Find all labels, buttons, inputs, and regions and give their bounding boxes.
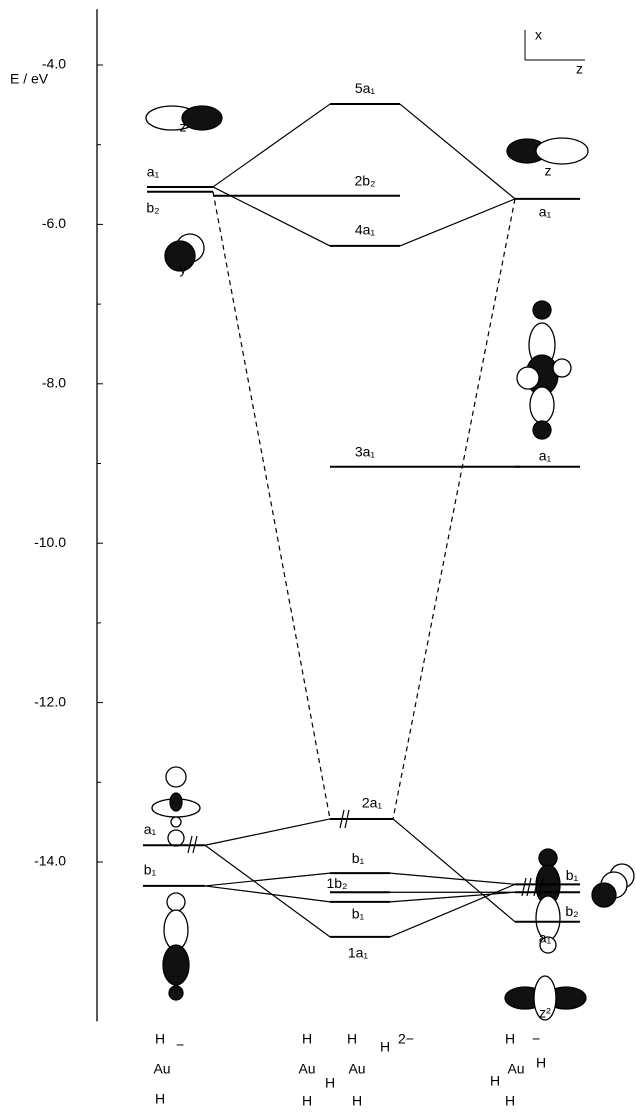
level-label: a₁ [539, 204, 552, 220]
orbital-label: z² [539, 1005, 551, 1021]
atom: H [505, 1031, 515, 1047]
level-label: 5a₁ [355, 80, 376, 96]
level-label: a₁ [147, 164, 160, 180]
tick-label: -12.0 [34, 693, 66, 709]
fragment-charge: − [176, 1037, 184, 1053]
level-label: b₁ [352, 850, 365, 866]
atom: H [347, 1031, 357, 1047]
level-label: 2b₂ [354, 172, 375, 188]
tick-label: -14.0 [34, 853, 66, 869]
correlation-line [213, 192, 330, 819]
atom: H [155, 1031, 165, 1047]
correlation-line [390, 873, 515, 884]
correlation-line [400, 199, 515, 246]
level-label: a₁ [144, 821, 157, 837]
tick-label: -4.0 [42, 56, 66, 72]
atom: Au [348, 1061, 365, 1077]
level-label: 3a₁ [355, 443, 376, 459]
correlation-line [390, 892, 515, 902]
fragment-charge: − [532, 1031, 540, 1047]
atom: H [505, 1093, 515, 1109]
atom: H [155, 1091, 165, 1107]
level-label: b₂ [146, 199, 159, 215]
atom: H [302, 1031, 312, 1047]
orbital-label: z [180, 119, 187, 135]
atom: Au [507, 1061, 524, 1077]
level-label: b₁ [566, 867, 579, 883]
electron-pair [188, 810, 543, 896]
atom: Au [153, 1061, 170, 1077]
frame-axis-label: z [576, 61, 583, 77]
correlation-line [205, 873, 330, 886]
atom: H [352, 1093, 362, 1109]
mo-diagram: E / eV x z z y z z² -4.0 -6.0 -8.0 -10.0 -12… [0, 0, 636, 1120]
tick-label: -6.0 [42, 215, 66, 231]
orbital-label: y [180, 261, 187, 277]
tick-label: -10.0 [34, 534, 66, 550]
frame-axis-label: x [535, 27, 542, 43]
orbital-label: z [545, 163, 552, 179]
axis-title: E / eV [10, 71, 49, 87]
correlation-line [205, 819, 330, 845]
level-label: 1a₁ [348, 945, 369, 961]
correlation-line [205, 886, 330, 902]
level-label: b₂ [565, 903, 578, 919]
orbital-sketch [146, 106, 634, 1020]
fragment-charge: 2− [398, 1031, 414, 1047]
level-label: a₁ [539, 929, 552, 945]
atom: H [302, 1093, 312, 1109]
level-label: b₁ [144, 862, 157, 878]
atom: H [325, 1075, 335, 1091]
level-label: 1b₂ [326, 875, 347, 891]
correlation-line [213, 104, 330, 187]
atom: Au [298, 1061, 315, 1077]
tick-label: -8.0 [42, 375, 66, 391]
atom: H [380, 1039, 390, 1055]
level-label: b₁ [352, 906, 365, 922]
atom: H [490, 1073, 500, 1089]
atom: H [536, 1055, 546, 1071]
correlation-line [205, 845, 330, 937]
level-label: 4a₁ [355, 222, 376, 238]
level-label: a₁ [539, 447, 552, 463]
level-label: 2a₁ [362, 795, 383, 811]
correlation-line [400, 104, 515, 199]
correlation-line [393, 199, 515, 819]
correlation-line [393, 819, 515, 922]
